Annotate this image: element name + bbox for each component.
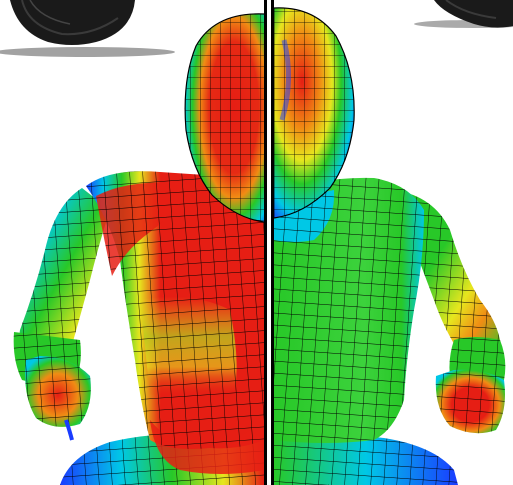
left-heatmap-panel	[0, 0, 264, 485]
heatmap-mannequin-right-image	[274, 0, 513, 485]
heatmap-mannequin-left-image	[0, 0, 264, 485]
panel-divider-right	[271, 0, 274, 485]
right-heatmap-panel	[274, 0, 513, 485]
panel-divider-left	[264, 0, 267, 485]
tire-icon	[0, 0, 175, 57]
tire-icon	[414, 0, 513, 28]
